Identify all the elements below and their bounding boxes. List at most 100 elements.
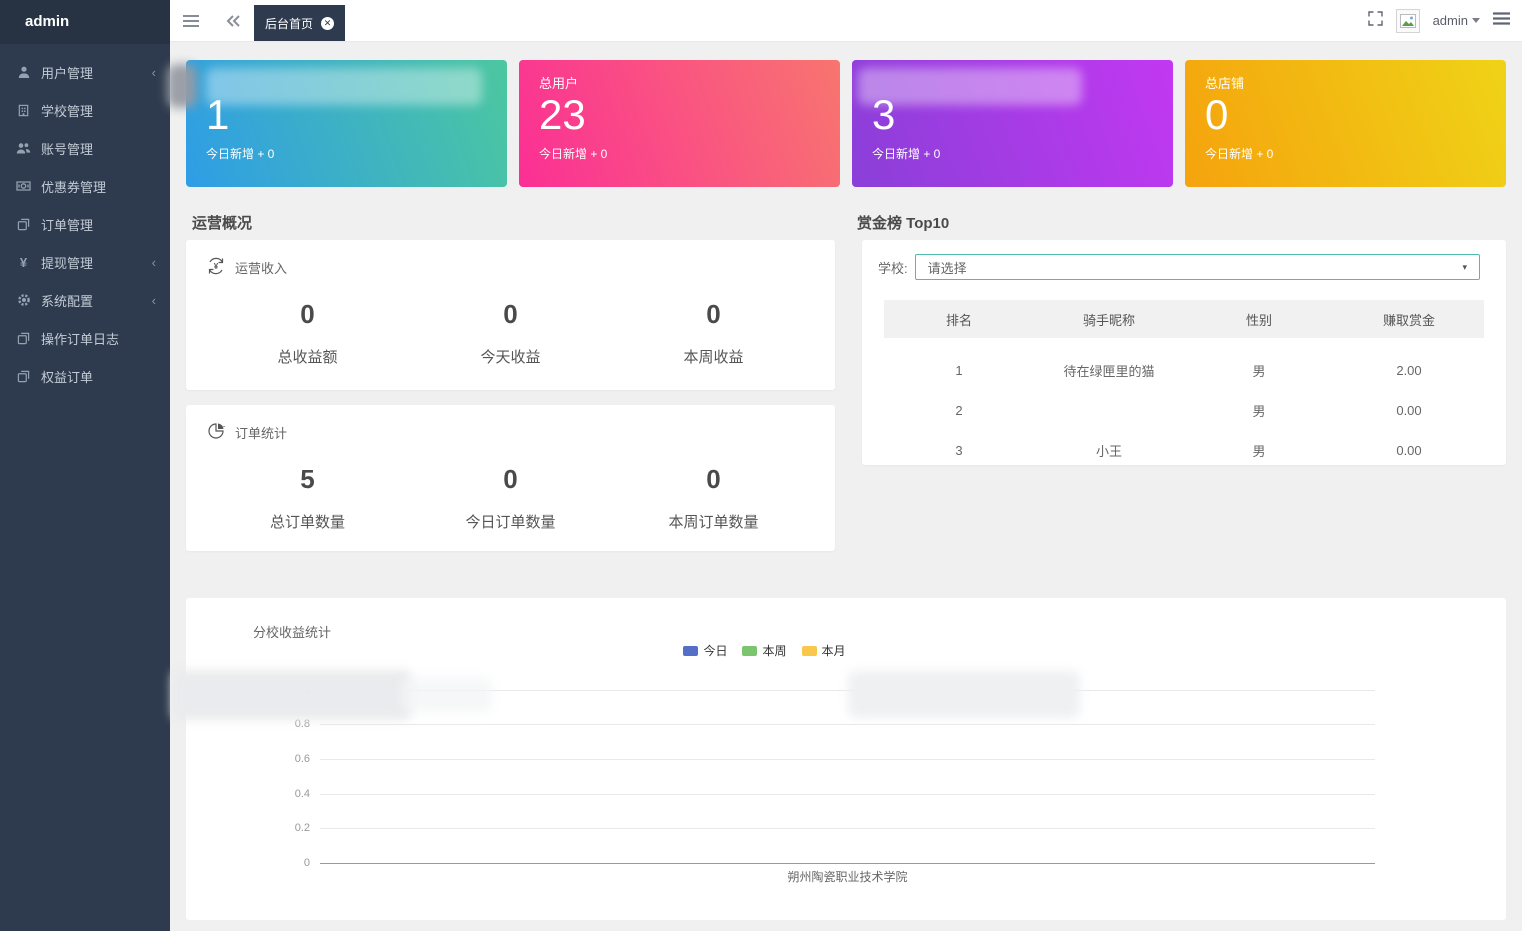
fullscreen-icon[interactable] (1367, 10, 1383, 31)
revenue-stats: 0 总收益额 0 今天收益 0 本周收益 (206, 299, 815, 367)
sidebar-item-order-log[interactable]: 操作订单日志 (0, 319, 170, 357)
tab-close-icon[interactable]: ✕ (321, 16, 335, 30)
user-icon (16, 65, 31, 80)
school-filter-row: 学校: 请选择 ▾ (874, 254, 1494, 280)
coupon-icon (16, 179, 31, 194)
bounty-panel: 学校: 请选择 ▾ 排名 骑手昵称 性别 赚取赏金 (862, 240, 1506, 465)
school-icon (16, 103, 31, 118)
legend-swatch-week (742, 645, 758, 656)
sidebar-item-label: 学校管理 (41, 103, 94, 119)
stat-total-revenue: 0 总收益额 (206, 299, 409, 367)
sidebar-item-label: 优惠券管理 (41, 179, 107, 195)
stat-label: 本周订单数量 (668, 514, 759, 531)
stat-card-sub: 今日新增 + 0 (206, 147, 275, 162)
school-select-value: 请选择 (927, 260, 967, 276)
legend-item-month[interactable]: 本月 (801, 642, 846, 659)
sidebar: admin 用户管理 ‹ 学校管理 账号管理 (0, 0, 170, 931)
sidebar-item-system-config[interactable]: 系统配置 ‹ (0, 281, 170, 319)
select-caret-icon: ▾ (1462, 261, 1467, 272)
x-axis-line (320, 863, 1375, 864)
svg-text:¥: ¥ (214, 262, 219, 271)
stat-card-total-users: 总用户 23 今日新增 + 0 (519, 60, 840, 187)
school-select[interactable]: 请选择 ▾ (914, 254, 1480, 280)
pie-chart-icon (206, 421, 226, 444)
legend-item-week[interactable]: 本周 (742, 642, 787, 659)
sidebar-toggle-button[interactable] (170, 0, 212, 41)
orders-panel-header: 订单统计 (206, 421, 815, 444)
stat-cards: 1 今日新增 + 0 总用户 23 今日新增 + 0 3 今日新增 + 0 总店… (186, 60, 1506, 187)
sidebar-item-order-management[interactable]: 订单管理 (0, 205, 170, 243)
stat-card-total-shops: 总店铺 0 今日新增 + 0 (1185, 60, 1506, 187)
gridline (320, 794, 1375, 795)
cell-amount: 0.00 (1396, 402, 1422, 418)
app-logo: admin (0, 0, 170, 44)
x-category-label: 朔州陶瓷职业技术学院 (787, 870, 908, 884)
chevron-left-icon: ‹ (151, 254, 156, 270)
school-select-label: 学校: (878, 260, 908, 276)
stat-week-revenue: 0 本周收益 (612, 299, 815, 367)
tabs-collapse-button[interactable] (212, 0, 254, 41)
gridline (320, 759, 1375, 760)
sidebar-item-rights-orders[interactable]: 权益订单 (0, 357, 170, 395)
cell-gender: 男 (1252, 363, 1266, 379)
currency-cycle-icon: ¥ (206, 256, 226, 279)
stat-total-orders: 5 总订单数量 (206, 464, 409, 532)
cell-gender: 男 (1252, 403, 1266, 419)
cell-rank: 1 (955, 362, 963, 378)
revenue-panel-header: ¥ 运营收入 (206, 256, 815, 279)
sidebar-item-coupon-management[interactable]: 优惠券管理 (0, 167, 170, 205)
stat-card-riders: 3 今日新增 + 0 (852, 60, 1173, 187)
sidebar-item-label: 账号管理 (41, 141, 94, 157)
legend-item-today[interactable]: 今日 (683, 642, 727, 659)
section-title-bounty: 赏金榜 Top10 (857, 215, 950, 232)
y-tick: 0.6 (294, 753, 310, 765)
list-icon[interactable] (1493, 11, 1510, 30)
stat-today-orders: 0 今日订单数量 (409, 464, 612, 532)
tab-home[interactable]: 后台首页 ✕ (254, 5, 346, 41)
legend-label: 本月 (821, 644, 846, 658)
sidebar-item-label: 系统配置 (41, 293, 94, 309)
chart-legend: 今日 本周 本月 (186, 642, 1343, 659)
stat-card-sub: 今日新增 + 0 (539, 147, 608, 162)
stat-value: 5 (300, 464, 315, 494)
stat-value: 0 (503, 464, 518, 494)
cell-rank: 2 (955, 402, 963, 418)
users-icon (16, 141, 31, 156)
y-tick: 0 (303, 857, 310, 869)
legend-label: 本周 (762, 644, 787, 658)
stat-value: 0 (300, 299, 315, 329)
gridline (320, 724, 1375, 725)
stat-label: 本周收益 (683, 349, 744, 366)
stat-label: 总订单数量 (269, 514, 345, 531)
user-menu[interactable]: admin (1433, 13, 1480, 28)
username: admin (1432, 13, 1468, 28)
y-tick: 1 (303, 684, 310, 696)
gear-icon (16, 293, 31, 308)
column-header-amount: 赚取赏金 (1382, 312, 1435, 328)
orders-icon (16, 217, 31, 232)
two-column-area: 运营概况 ¥ 运营收入 0 总收益额 (186, 212, 1506, 551)
y-tick: 0.4 (294, 788, 310, 800)
content: 1 今日新增 + 0 总用户 23 今日新增 + 0 3 今日新增 + 0 总店… (170, 42, 1522, 920)
log-icon (16, 331, 31, 346)
sidebar-item-label: 权益订单 (41, 369, 94, 385)
revenue-panel: ¥ 运营收入 0 总收益额 0 今天收益 (186, 240, 835, 390)
sidebar-item-account-management[interactable]: 账号管理 (0, 129, 170, 167)
section-title-overview: 运营概况 (192, 215, 253, 232)
sidebar-item-label: 订单管理 (41, 217, 94, 233)
sidebar-item-school-management[interactable]: 学校管理 (0, 91, 170, 129)
sidebar-item-user-management[interactable]: 用户管理 ‹ (0, 53, 170, 91)
stat-card-title (872, 73, 1153, 91)
stat-card-value: 1 (206, 91, 230, 138)
sidebar-item-label: 提现管理 (41, 255, 94, 271)
chevron-left-icon: ‹ (151, 292, 156, 308)
cell-amount: 0.00 (1396, 442, 1422, 458)
bounty-table: 排名 骑手昵称 性别 赚取赏金 1 待在绿匣里的猫 男 2.00 (884, 300, 1484, 470)
column-header-rank: 排名 (945, 312, 972, 328)
stat-value: 0 (706, 299, 721, 329)
orders-panel-title: 订单统计 (235, 426, 288, 441)
table-row: 3 小王 男 0.00 (884, 430, 1484, 470)
avatar[interactable] (1395, 8, 1420, 33)
sidebar-item-withdraw-management[interactable]: ¥ 提现管理 ‹ (0, 243, 170, 281)
chevron-down-icon (1472, 18, 1480, 23)
